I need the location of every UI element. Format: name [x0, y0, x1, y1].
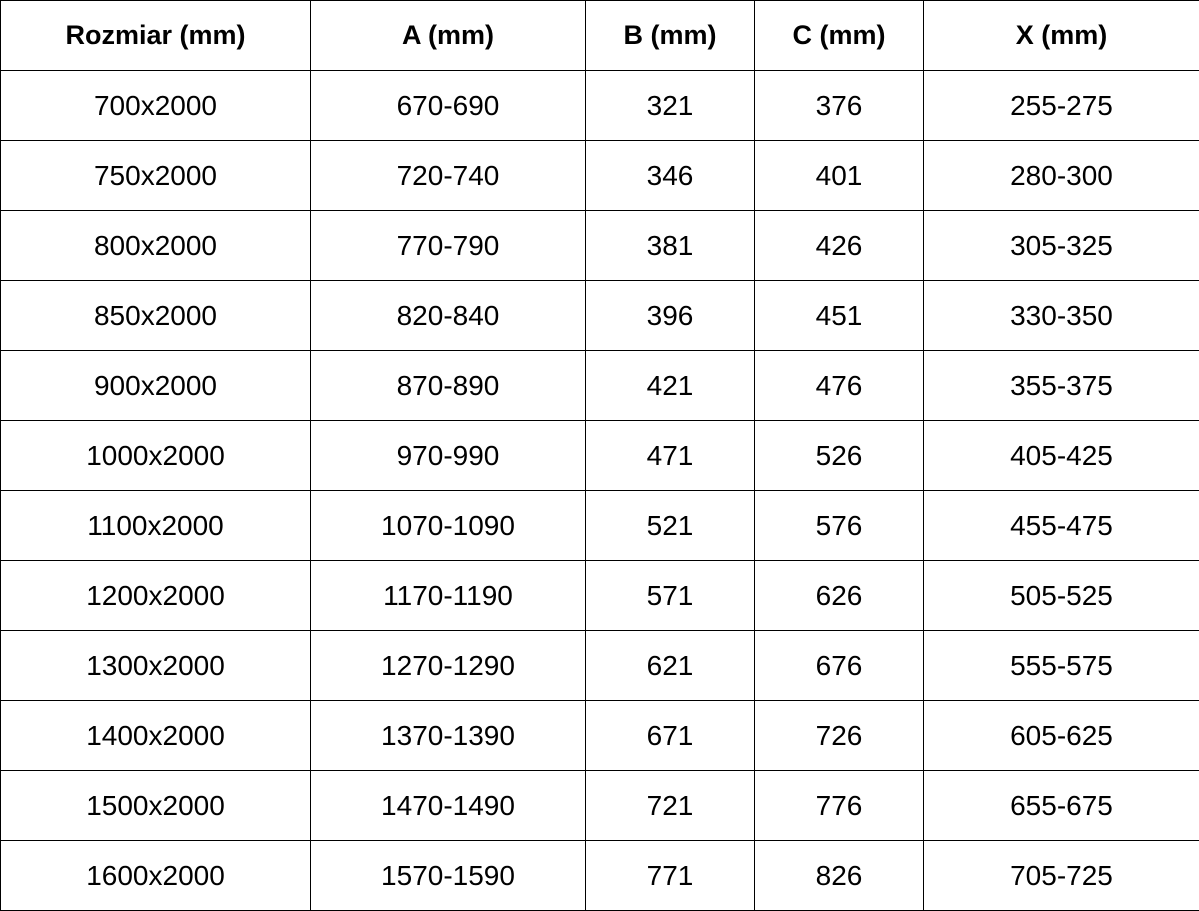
cell-size: 900x2000: [0, 350, 311, 421]
header-c: C (mm): [754, 0, 924, 71]
table-row: 850x2000 820-840 396 451 330-350: [0, 280, 1199, 351]
cell-size: 1300x2000: [0, 630, 311, 701]
cell-c: 726: [754, 700, 924, 771]
cell-size: 1200x2000: [0, 560, 311, 631]
cell-c: 376: [754, 70, 924, 141]
cell-x: 280-300: [923, 140, 1199, 211]
cell-b: 396: [585, 280, 755, 351]
cell-a: 720-740: [310, 140, 586, 211]
table-row: 800x2000 770-790 381 426 305-325: [0, 210, 1199, 281]
cell-c: 826: [754, 840, 924, 911]
cell-a: 1470-1490: [310, 770, 586, 841]
cell-a: 1170-1190: [310, 560, 586, 631]
table-row: 1000x2000 970-990 471 526 405-425: [0, 420, 1199, 491]
cell-x: 255-275: [923, 70, 1199, 141]
cell-x: 330-350: [923, 280, 1199, 351]
cell-c: 776: [754, 770, 924, 841]
cell-c: 451: [754, 280, 924, 351]
cell-b: 721: [585, 770, 755, 841]
cell-a: 1370-1390: [310, 700, 586, 771]
table-row: 1400x2000 1370-1390 671 726 605-625: [0, 700, 1199, 771]
cell-c: 426: [754, 210, 924, 281]
cell-x: 455-475: [923, 490, 1199, 561]
cell-size: 1500x2000: [0, 770, 311, 841]
cell-x: 305-325: [923, 210, 1199, 281]
cell-size: 800x2000: [0, 210, 311, 281]
cell-a: 770-790: [310, 210, 586, 281]
cell-a: 870-890: [310, 350, 586, 421]
table-row: 1300x2000 1270-1290 621 676 555-575: [0, 630, 1199, 701]
cell-size: 1000x2000: [0, 420, 311, 491]
cell-x: 605-625: [923, 700, 1199, 771]
cell-x: 655-675: [923, 770, 1199, 841]
cell-x: 355-375: [923, 350, 1199, 421]
cell-b: 381: [585, 210, 755, 281]
cell-c: 401: [754, 140, 924, 211]
table-row: 1200x2000 1170-1190 571 626 505-525: [0, 560, 1199, 631]
cell-size: 1100x2000: [0, 490, 311, 561]
cell-size: 750x2000: [0, 140, 311, 211]
cell-a: 670-690: [310, 70, 586, 141]
header-x: X (mm): [923, 0, 1199, 71]
cell-b: 346: [585, 140, 755, 211]
cell-size: 700x2000: [0, 70, 311, 141]
table-row: 700x2000 670-690 321 376 255-275: [0, 70, 1199, 141]
header-b: B (mm): [585, 0, 755, 71]
cell-b: 471: [585, 420, 755, 491]
table-row: 900x2000 870-890 421 476 355-375: [0, 350, 1199, 421]
cell-a: 1570-1590: [310, 840, 586, 911]
cell-size: 1400x2000: [0, 700, 311, 771]
table-body: 700x2000 670-690 321 376 255-275 750x2000 720-…: [0, 70, 1199, 911]
cell-b: 521: [585, 490, 755, 561]
header-a: A (mm): [310, 0, 586, 71]
cell-x: 505-525: [923, 560, 1199, 631]
table-row: 1600x2000 1570-1590 771 826 705-725: [0, 840, 1199, 911]
cell-c: 576: [754, 490, 924, 561]
cell-b: 671: [585, 700, 755, 771]
cell-c: 676: [754, 630, 924, 701]
header-size: Rozmiar (mm): [0, 0, 311, 71]
table-row: 750x2000 720-740 346 401 280-300: [0, 140, 1199, 211]
cell-b: 571: [585, 560, 755, 631]
cell-c: 626: [754, 560, 924, 631]
cell-size: 1600x2000: [0, 840, 311, 911]
cell-b: 771: [585, 840, 755, 911]
cell-b: 421: [585, 350, 755, 421]
cell-x: 705-725: [923, 840, 1199, 911]
cell-a: 820-840: [310, 280, 586, 351]
cell-c: 526: [754, 420, 924, 491]
cell-a: 1070-1090: [310, 490, 586, 561]
cell-x: 405-425: [923, 420, 1199, 491]
table-row: 1100x2000 1070-1090 521 576 455-475: [0, 490, 1199, 561]
cell-c: 476: [754, 350, 924, 421]
cell-x: 555-575: [923, 630, 1199, 701]
cell-a: 1270-1290: [310, 630, 586, 701]
cell-b: 621: [585, 630, 755, 701]
header-row: Rozmiar (mm) A (mm) B (mm) C (mm) X (mm): [0, 0, 1199, 71]
cell-size: 850x2000: [0, 280, 311, 351]
cell-a: 970-990: [310, 420, 586, 491]
table-row: 1500x2000 1470-1490 721 776 655-675: [0, 770, 1199, 841]
cell-b: 321: [585, 70, 755, 141]
